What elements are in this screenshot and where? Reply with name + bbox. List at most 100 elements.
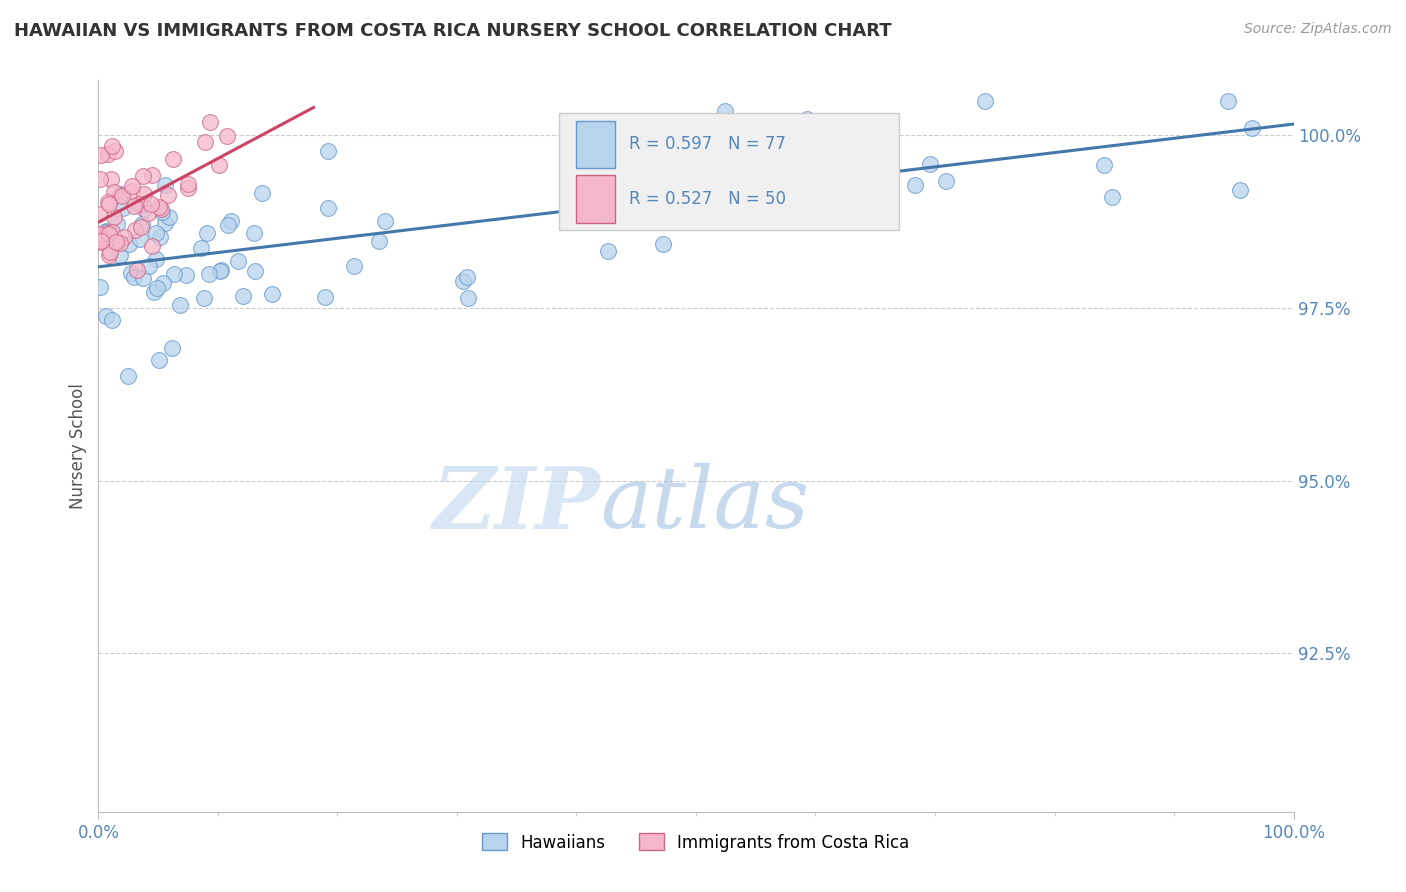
Point bbox=[157, 188, 180, 202]
Point bbox=[141, 197, 163, 211]
Point bbox=[162, 153, 184, 167]
Point bbox=[107, 217, 129, 231]
Point bbox=[131, 271, 153, 285]
Point bbox=[128, 196, 150, 211]
Point bbox=[121, 178, 143, 193]
Point bbox=[374, 214, 396, 228]
Point bbox=[103, 211, 125, 225]
Point bbox=[98, 245, 121, 260]
Point bbox=[177, 178, 200, 192]
Point bbox=[243, 264, 266, 278]
Point bbox=[208, 264, 231, 278]
Point bbox=[97, 194, 120, 209]
Point bbox=[97, 147, 120, 161]
Point bbox=[583, 163, 606, 178]
Point bbox=[219, 214, 242, 228]
Point bbox=[596, 244, 619, 258]
Point bbox=[87, 207, 110, 221]
Point bbox=[1240, 121, 1263, 136]
Point bbox=[316, 201, 339, 215]
Point bbox=[110, 248, 132, 262]
Legend: Hawaiians, Immigrants from Costa Rica: Hawaiians, Immigrants from Costa Rica bbox=[475, 827, 917, 858]
Point bbox=[935, 174, 957, 188]
Point bbox=[592, 179, 614, 194]
Point bbox=[141, 239, 163, 253]
Point bbox=[195, 226, 218, 240]
Point bbox=[132, 169, 155, 183]
Point bbox=[262, 287, 284, 301]
Point bbox=[108, 188, 131, 202]
Point bbox=[145, 226, 167, 240]
Point bbox=[343, 259, 366, 273]
Point bbox=[149, 202, 172, 216]
Point bbox=[134, 202, 156, 216]
Point bbox=[124, 269, 146, 284]
Point bbox=[1229, 183, 1251, 197]
FancyBboxPatch shape bbox=[576, 120, 614, 168]
Point bbox=[125, 263, 148, 277]
Point bbox=[1101, 190, 1123, 204]
Point bbox=[457, 292, 479, 306]
Point bbox=[174, 268, 197, 282]
Point bbox=[217, 219, 239, 233]
Point bbox=[157, 211, 180, 225]
Point bbox=[100, 172, 122, 186]
Point bbox=[198, 115, 221, 129]
Point bbox=[129, 232, 152, 246]
Point bbox=[150, 205, 173, 219]
Point bbox=[162, 341, 184, 355]
Point bbox=[228, 253, 250, 268]
Point bbox=[97, 197, 120, 211]
Point bbox=[456, 270, 478, 285]
Point bbox=[94, 224, 117, 238]
Point bbox=[97, 227, 120, 241]
Point bbox=[190, 241, 212, 255]
Point bbox=[101, 225, 124, 239]
Point bbox=[974, 94, 997, 108]
Point bbox=[120, 266, 142, 280]
Point bbox=[96, 227, 118, 241]
Point bbox=[129, 219, 152, 234]
Point bbox=[217, 129, 239, 144]
Point bbox=[132, 197, 155, 211]
Point bbox=[87, 227, 110, 242]
Point bbox=[90, 230, 112, 244]
Text: R = 0.527   N = 50: R = 0.527 N = 50 bbox=[628, 190, 786, 208]
Point bbox=[118, 237, 141, 252]
FancyBboxPatch shape bbox=[576, 176, 614, 223]
Point bbox=[124, 223, 146, 237]
Point bbox=[146, 281, 169, 295]
Point bbox=[101, 139, 124, 153]
Point bbox=[131, 218, 153, 232]
Point bbox=[111, 189, 134, 203]
Point bbox=[89, 230, 111, 244]
Point bbox=[134, 186, 156, 201]
Point bbox=[194, 135, 217, 149]
Point bbox=[136, 206, 159, 220]
Point bbox=[104, 235, 127, 249]
Point bbox=[641, 211, 664, 225]
Point bbox=[141, 168, 163, 182]
Point bbox=[651, 237, 673, 252]
Point bbox=[148, 352, 170, 367]
Point bbox=[142, 285, 165, 299]
Point bbox=[314, 290, 336, 304]
Point bbox=[89, 172, 111, 186]
Point bbox=[796, 112, 818, 127]
Point bbox=[90, 235, 112, 250]
Point bbox=[711, 128, 734, 143]
Point bbox=[90, 148, 112, 162]
Point bbox=[112, 230, 135, 244]
Point bbox=[169, 298, 191, 312]
Point bbox=[368, 234, 391, 248]
Text: Source: ZipAtlas.com: Source: ZipAtlas.com bbox=[1244, 22, 1392, 37]
FancyBboxPatch shape bbox=[558, 113, 900, 230]
Point bbox=[153, 178, 176, 193]
Point bbox=[98, 248, 121, 262]
Point bbox=[197, 267, 219, 281]
Point bbox=[110, 236, 132, 251]
Point bbox=[193, 291, 215, 305]
Point bbox=[90, 232, 112, 246]
Point bbox=[94, 310, 117, 324]
Point bbox=[1216, 94, 1239, 108]
